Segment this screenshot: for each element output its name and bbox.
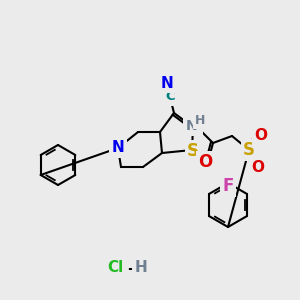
Text: Cl: Cl bbox=[107, 260, 123, 275]
Text: H: H bbox=[195, 113, 205, 127]
Text: N: N bbox=[160, 76, 173, 91]
Text: N: N bbox=[112, 140, 124, 155]
Text: -: - bbox=[127, 260, 133, 275]
Text: O: O bbox=[254, 128, 268, 143]
Text: O: O bbox=[251, 160, 265, 175]
Text: O: O bbox=[198, 153, 212, 171]
Text: N: N bbox=[186, 119, 198, 133]
Text: S: S bbox=[243, 141, 255, 159]
Text: H: H bbox=[135, 260, 147, 275]
Text: H: H bbox=[189, 119, 201, 133]
Text: C: C bbox=[165, 91, 175, 103]
Text: S: S bbox=[187, 142, 199, 160]
Text: F: F bbox=[222, 177, 234, 195]
Text: N: N bbox=[185, 120, 197, 134]
